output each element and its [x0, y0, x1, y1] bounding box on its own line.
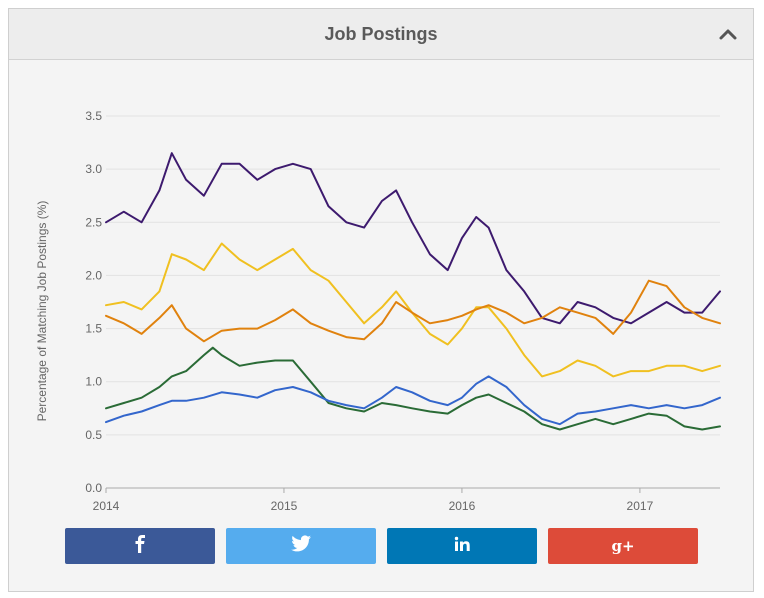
series-line-2 — [105, 242, 721, 378]
series-line-5 — [105, 375, 721, 426]
y-tick-label: 0.0 — [85, 481, 102, 495]
facebook-icon — [134, 534, 146, 558]
panel-header: Job Postings — [9, 9, 753, 60]
twitter-icon — [291, 535, 311, 557]
google-plus-icon: g+ — [611, 537, 635, 555]
collapse-button[interactable] — [713, 19, 743, 49]
y-axis-label: Percentage of Matching Job Postings (%) — [35, 201, 49, 422]
x-tick-label: 2017 — [627, 499, 654, 513]
panel-title: Job Postings — [324, 24, 438, 44]
google-plus-share-button[interactable]: g+ — [548, 528, 698, 564]
job-postings-chart: 0.0 0.5 1.0 1.5 2.0 2.5 3.0 3.5 2014 2015 2016 201… — [35, 109, 721, 513]
series-line-4 — [105, 346, 721, 431]
y-tick-label: 1.5 — [85, 322, 102, 336]
share-buttons: g+ — [65, 528, 705, 564]
chevron-up-icon — [719, 29, 737, 40]
y-tick-label: 1.0 — [85, 375, 102, 389]
y-tick-label: 2.0 — [85, 268, 102, 282]
linkedin-share-button[interactable] — [387, 528, 537, 564]
y-tick-label: 3.5 — [85, 109, 102, 123]
x-tick-label: 2015 — [271, 499, 298, 513]
job-postings-panel: Job Postings 0.0 0.5 1.0 1.5 2.0 2.5 3.0 3.5 20… — [8, 8, 754, 592]
series-line-3 — [105, 279, 721, 343]
x-tick-label: 2016 — [449, 499, 476, 513]
x-tick-label: 2014 — [93, 499, 120, 513]
facebook-share-button[interactable] — [65, 528, 215, 564]
series-line-1 — [105, 152, 721, 325]
linkedin-icon — [454, 536, 470, 557]
y-tick-label: 3.0 — [85, 162, 102, 176]
y-tick-label: 2.5 — [85, 215, 102, 229]
twitter-share-button[interactable] — [226, 528, 376, 564]
y-tick-label: 0.5 — [85, 428, 102, 442]
chart-area: 0.0 0.5 1.0 1.5 2.0 2.5 3.0 3.5 2014 2015 2016 201… — [9, 61, 753, 521]
